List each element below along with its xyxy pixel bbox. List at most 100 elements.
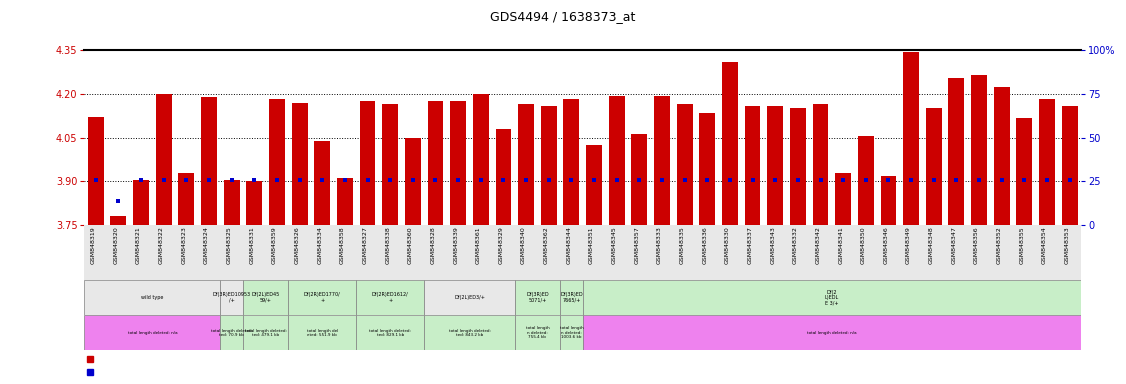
- Text: total length deleted:
ted: 479.1 kb: total length deleted: ted: 479.1 kb: [244, 328, 287, 337]
- Bar: [224, 180, 240, 225]
- Text: GDS4494 / 1638373_at: GDS4494 / 1638373_at: [490, 10, 636, 23]
- Bar: [425, 280, 515, 315]
- Text: GSM848345: GSM848345: [611, 226, 617, 264]
- Bar: [243, 280, 288, 315]
- Bar: [425, 315, 515, 350]
- Text: GSM848361: GSM848361: [476, 226, 481, 264]
- Bar: [583, 315, 1081, 350]
- Bar: [359, 101, 375, 225]
- Bar: [202, 98, 217, 225]
- Text: GSM848324: GSM848324: [204, 226, 209, 264]
- Bar: [677, 104, 692, 225]
- Bar: [88, 117, 104, 225]
- Text: GSM848321: GSM848321: [136, 226, 141, 264]
- Bar: [133, 180, 149, 225]
- Text: GSM848337: GSM848337: [748, 226, 752, 264]
- Text: GSM848332: GSM848332: [793, 226, 798, 264]
- Bar: [654, 96, 670, 225]
- Text: wild type: wild type: [141, 295, 163, 300]
- Text: GSM848349: GSM848349: [906, 226, 911, 264]
- Bar: [699, 113, 715, 225]
- Bar: [221, 280, 243, 315]
- Text: Df(2
L)EDL
E 3/+: Df(2 L)EDL E 3/+: [824, 290, 839, 306]
- Bar: [790, 108, 806, 225]
- Text: GSM848343: GSM848343: [770, 226, 775, 264]
- Text: GSM848360: GSM848360: [408, 226, 413, 264]
- Text: GSM848326: GSM848326: [295, 226, 300, 264]
- Bar: [405, 137, 421, 225]
- Text: total length deleted:
ted: 829.1 kb: total length deleted: ted: 829.1 kb: [369, 328, 411, 337]
- Bar: [560, 280, 583, 315]
- Text: total length
n deleted:
1003.6 kb: total length n deleted: 1003.6 kb: [560, 326, 583, 339]
- Bar: [767, 106, 784, 225]
- Bar: [292, 103, 307, 225]
- Text: GSM848355: GSM848355: [1019, 226, 1025, 264]
- Text: GSM848350: GSM848350: [860, 226, 866, 264]
- Text: GSM848323: GSM848323: [181, 226, 187, 264]
- Text: Df(2R)ED1770/
+: Df(2R)ED1770/ +: [304, 293, 341, 303]
- Bar: [110, 217, 126, 225]
- Bar: [515, 280, 560, 315]
- Text: GSM848346: GSM848346: [884, 226, 888, 264]
- Text: GSM848341: GSM848341: [838, 226, 843, 264]
- Bar: [540, 106, 556, 225]
- Text: Df(2L)ED3/+: Df(2L)ED3/+: [454, 295, 485, 300]
- Bar: [450, 101, 466, 225]
- Bar: [288, 315, 356, 350]
- Text: total length
n deleted:
755.4 kb: total length n deleted: 755.4 kb: [526, 326, 549, 339]
- Text: GSM848352: GSM848352: [997, 226, 1002, 264]
- Text: GSM848334: GSM848334: [318, 226, 322, 264]
- Text: GSM848351: GSM848351: [589, 226, 595, 264]
- Text: total length deleted:
ted: 70.9 kb: total length deleted: ted: 70.9 kb: [211, 328, 252, 337]
- Text: GSM848344: GSM848344: [566, 226, 571, 264]
- Bar: [495, 129, 511, 225]
- Text: GSM848357: GSM848357: [634, 226, 640, 264]
- Bar: [632, 134, 647, 225]
- Bar: [269, 99, 285, 225]
- Bar: [247, 181, 262, 225]
- Text: GSM848340: GSM848340: [521, 226, 526, 264]
- Bar: [243, 315, 288, 350]
- Bar: [858, 136, 874, 225]
- Text: GSM848347: GSM848347: [951, 226, 956, 264]
- Bar: [1062, 106, 1078, 225]
- Text: GSM848338: GSM848338: [385, 226, 391, 264]
- Bar: [583, 280, 1081, 315]
- Text: GSM848353: GSM848353: [1065, 226, 1070, 264]
- Bar: [473, 94, 489, 225]
- Bar: [813, 104, 829, 225]
- Text: GSM848329: GSM848329: [499, 226, 503, 264]
- Text: GSM848354: GSM848354: [1042, 226, 1047, 264]
- Bar: [722, 63, 738, 225]
- Text: Df(2L)ED45
59/+: Df(2L)ED45 59/+: [251, 293, 279, 303]
- Text: Df(3R)ED10953
/+: Df(3R)ED10953 /+: [213, 293, 251, 303]
- Bar: [515, 315, 560, 350]
- Text: total length deleted: n/a: total length deleted: n/a: [807, 331, 857, 335]
- Text: Df(3R)ED
5071/+: Df(3R)ED 5071/+: [526, 293, 548, 303]
- Bar: [518, 104, 534, 225]
- Text: GSM848331: GSM848331: [249, 226, 254, 264]
- Bar: [288, 280, 356, 315]
- Bar: [881, 176, 896, 225]
- Bar: [221, 315, 243, 350]
- Bar: [428, 101, 444, 225]
- Bar: [971, 74, 988, 225]
- Text: GSM848328: GSM848328: [430, 226, 436, 264]
- Text: GSM848359: GSM848359: [272, 226, 277, 264]
- Bar: [155, 94, 171, 225]
- Text: GSM848320: GSM848320: [114, 226, 118, 264]
- Bar: [994, 87, 1010, 225]
- Bar: [563, 99, 579, 225]
- Bar: [1039, 99, 1055, 225]
- Bar: [337, 178, 352, 225]
- Text: Df(2R)ED1612/
+: Df(2R)ED1612/ +: [372, 293, 409, 303]
- Bar: [744, 106, 760, 225]
- Bar: [356, 280, 425, 315]
- Text: total length deleted: n/a: total length deleted: n/a: [127, 331, 177, 335]
- Text: GSM848356: GSM848356: [974, 226, 978, 264]
- Text: total length deleted:
ted: 843.2 kb: total length deleted: ted: 843.2 kb: [448, 328, 491, 337]
- Text: GSM848362: GSM848362: [544, 226, 548, 264]
- Bar: [903, 52, 919, 225]
- Text: GSM848327: GSM848327: [363, 226, 367, 264]
- Text: total length del
eted: 551.9 kb: total length del eted: 551.9 kb: [306, 328, 338, 337]
